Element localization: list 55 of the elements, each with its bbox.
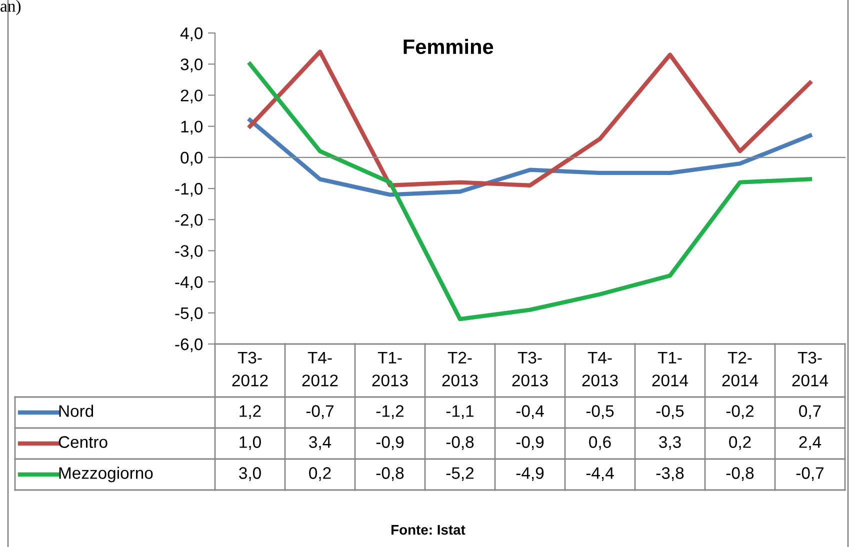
- data-label: 0,7: [799, 405, 821, 419]
- text: an): [0, 0, 21, 16]
- data-label: -0,2: [726, 405, 754, 419]
- data-label: -1,1: [446, 405, 474, 419]
- data-label: -4,9: [516, 467, 544, 481]
- data-label: -0,9: [376, 436, 404, 450]
- line-series: [248, 62, 812, 322]
- data-label: -5,2: [446, 467, 474, 481]
- x-tick-label: T3- 2014: [792, 352, 828, 386]
- x-tick-label: T2- 2013: [442, 352, 478, 386]
- data-label: 1,0: [240, 436, 261, 450]
- chart-title: Femmine: [404, 38, 494, 54]
- x-tick-label: T2- 2014: [722, 352, 758, 386]
- y-tick-label: 2,0: [180, 90, 203, 104]
- x-tick-label: T3- 2012: [232, 352, 268, 386]
- y-tick-label: 0,0: [180, 152, 203, 166]
- data-label: -0,5: [656, 405, 684, 419]
- x-tick-label: T4- 2012: [302, 352, 338, 386]
- data-label: -0,4: [516, 405, 544, 419]
- data-label: -0,9: [516, 436, 544, 450]
- x-tick-label: T3- 2013: [512, 352, 548, 386]
- x-tick-label: T4- 2013: [582, 352, 618, 386]
- y-tick-label: -5,0: [175, 307, 203, 322]
- data-label: -0,8: [446, 436, 474, 450]
- y-tick-label: -4,0: [175, 276, 203, 290]
- legend-label: Nord: [59, 404, 94, 417]
- data-label: -0,8: [726, 467, 754, 481]
- data-label: -0,5: [586, 405, 614, 419]
- legend-label: Mezzogiorno: [59, 466, 153, 482]
- data-label: -3,8: [656, 467, 684, 481]
- x-tick-label: T1- 2014: [652, 352, 688, 386]
- data-label: -0,7: [796, 467, 824, 481]
- y-tick-label: 3,0: [180, 58, 203, 72]
- source-note: Fonte: Istat: [392, 525, 466, 535]
- line-series: [248, 118, 812, 197]
- data-label: 0,2: [309, 467, 331, 481]
- y-tick-label: 4,0: [180, 27, 203, 42]
- data-label: 2,4: [799, 436, 822, 450]
- y-tick-label: -1,0: [175, 182, 203, 197]
- data-label: 1,2: [240, 405, 261, 419]
- y-tick-label: 1,0: [181, 120, 203, 134]
- data-label: 0,6: [589, 436, 611, 450]
- y-tick-label: -3,0: [175, 245, 203, 259]
- data-label: 3,3: [659, 436, 681, 450]
- x-tick-label: T1- 2013: [372, 352, 408, 386]
- data-label: 0,2: [729, 436, 751, 450]
- data-label: -1,2: [376, 405, 404, 419]
- y-tick-label: -2,0: [175, 214, 203, 228]
- y-tick-label: -6,0: [175, 338, 203, 352]
- legend-label: Centro: [58, 436, 108, 448]
- data-label: -4,4: [586, 467, 614, 481]
- data-label: 3,0: [239, 467, 261, 481]
- data-label: -0,7: [306, 405, 334, 419]
- data-label: 3,4: [309, 436, 332, 450]
- data-label: -0,8: [376, 467, 404, 481]
